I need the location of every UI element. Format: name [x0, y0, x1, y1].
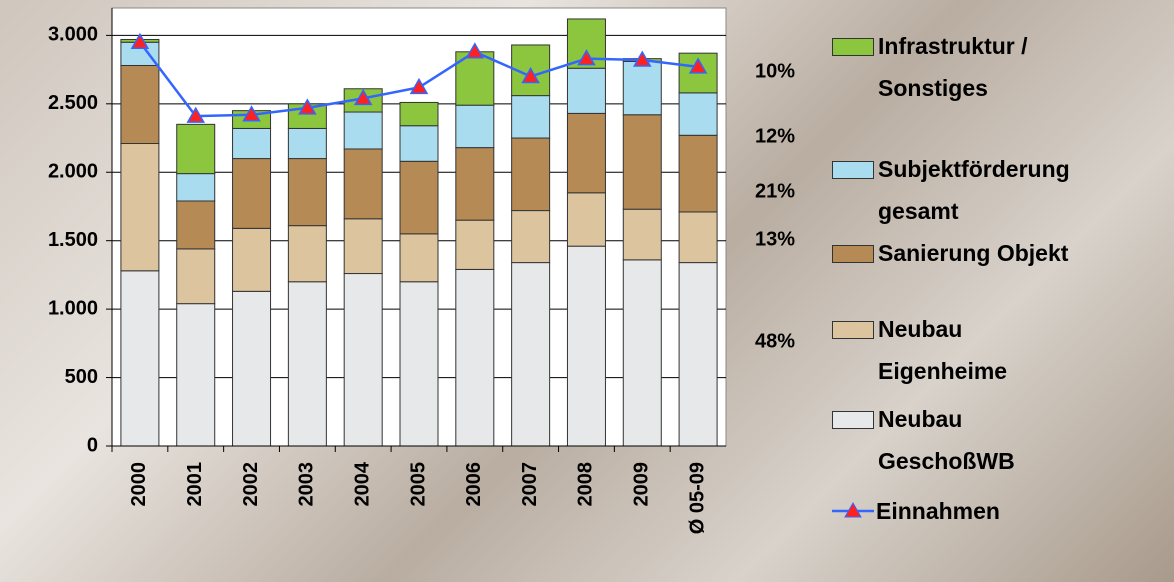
- bar-segment: [567, 246, 605, 446]
- share-label: 12%: [755, 125, 795, 147]
- bar-segment: [233, 128, 271, 158]
- bar-segment: [456, 269, 494, 446]
- bar-segment: [400, 161, 438, 234]
- bar-segment: [121, 144, 159, 271]
- bar-segment: [177, 249, 215, 304]
- bar-segment: [456, 105, 494, 147]
- x-tick-label: 2006: [463, 462, 485, 507]
- bar-segment: [456, 148, 494, 221]
- bar-segment: [400, 234, 438, 282]
- bar-segment: [456, 220, 494, 269]
- bar-segment: [121, 65, 159, 143]
- bar-segment: [512, 263, 550, 446]
- legend-label: Neubau GeschoßWB: [878, 398, 1015, 482]
- legend-swatch: [832, 411, 874, 429]
- x-tick-label: 2005: [407, 462, 429, 507]
- bar-segment: [567, 193, 605, 246]
- x-tick-label: 2009: [631, 462, 653, 507]
- legend-swatch: [832, 490, 876, 532]
- share-label: 10%: [755, 60, 795, 82]
- bar-segment: [288, 226, 326, 282]
- legend-item: Neubau Eigenheime: [832, 308, 1007, 392]
- bar-segment: [288, 282, 326, 446]
- y-tick-label: 3.000: [48, 24, 98, 46]
- y-tick-label: 1.000: [48, 297, 98, 319]
- bar-segment: [344, 149, 382, 219]
- legend-label: Neubau Eigenheime: [878, 308, 1007, 392]
- bar-segment: [512, 211, 550, 263]
- bar-segment: [623, 260, 661, 446]
- bar-segment: [679, 212, 717, 263]
- legend-item: Subjektförderung gesamt: [832, 148, 1070, 232]
- legend-label: Infrastruktur / Sonstiges: [878, 25, 1028, 109]
- share-label: 48%: [755, 330, 795, 352]
- bar-segment: [400, 102, 438, 125]
- legend-label: Subjektförderung gesamt: [878, 148, 1070, 232]
- bar-segment: [344, 274, 382, 446]
- x-tick-label: 2004: [351, 461, 373, 506]
- bar-segment: [623, 61, 661, 114]
- bar-segment: [177, 304, 215, 446]
- bar-segment: [121, 271, 159, 446]
- bar-segment: [233, 228, 271, 291]
- x-tick-label: 2003: [296, 462, 318, 507]
- bar-segment: [679, 93, 717, 135]
- bar-segment: [567, 68, 605, 113]
- bar-segment: [288, 128, 326, 158]
- y-tick-label: 1.500: [48, 229, 98, 251]
- x-tick-label: 2001: [184, 462, 206, 507]
- bar-segment: [344, 219, 382, 274]
- bar-segment: [567, 113, 605, 192]
- bar-segment: [400, 282, 438, 446]
- legend-swatch: [832, 161, 874, 179]
- share-label: 13%: [755, 228, 795, 250]
- legend-swatch: [832, 245, 874, 263]
- legend-item: Neubau GeschoßWB: [832, 398, 1015, 482]
- legend-item: Sanierung Objekt: [832, 232, 1068, 274]
- bar-segment: [233, 159, 271, 229]
- y-tick-label: 2.000: [48, 161, 98, 183]
- legend-label: Sanierung Objekt: [878, 232, 1068, 274]
- x-tick-label: Ø 05-09: [686, 462, 708, 534]
- x-tick-label: 2008: [575, 462, 597, 507]
- share-label: 21%: [755, 180, 795, 202]
- y-tick-label: 2.500: [48, 92, 98, 114]
- bar-segment: [177, 174, 215, 201]
- bar-segment: [679, 135, 717, 212]
- bar-segment: [512, 96, 550, 138]
- x-tick-label: 2000: [128, 462, 150, 507]
- legend-swatch: [832, 38, 874, 56]
- bar-segment: [177, 124, 215, 173]
- legend-swatch: [832, 321, 874, 339]
- legend-item: Infrastruktur / Sonstiges: [832, 25, 1028, 109]
- bar-segment: [177, 201, 215, 249]
- bar-segment: [679, 263, 717, 446]
- y-tick-label: 0: [87, 434, 98, 456]
- bar-segment: [623, 209, 661, 260]
- bar-segment: [400, 126, 438, 162]
- legend-item: Einnahmen: [832, 490, 1000, 532]
- x-tick-label: 2002: [240, 462, 262, 507]
- bar-segment: [288, 159, 326, 226]
- x-tick-label: 2007: [519, 462, 541, 507]
- legend-label: Einnahmen: [876, 490, 1000, 532]
- y-tick-label: 500: [65, 366, 98, 388]
- bar-segment: [623, 115, 661, 209]
- bar-segment: [233, 291, 271, 446]
- bar-segment: [344, 112, 382, 149]
- bar-segment: [512, 138, 550, 211]
- page: 0 500 1.000 1.500 2.000 2.500 3.000 2000 2001 200…: [0, 0, 1174, 582]
